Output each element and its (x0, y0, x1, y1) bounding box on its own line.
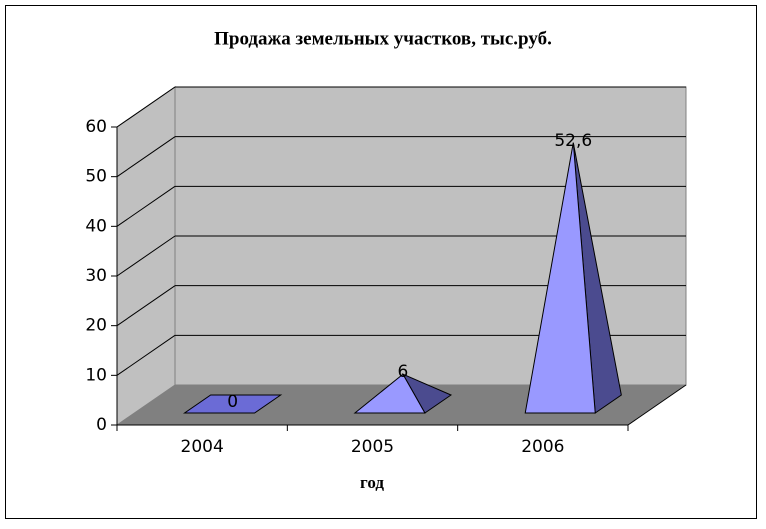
value-label: 6 (398, 362, 409, 382)
grid-line (116, 86, 176, 128)
grid-line (116, 185, 176, 227)
pyramid-base (182, 394, 283, 414)
x-tick-label: 2005 (351, 437, 394, 457)
y-tick-label: 30 (85, 266, 107, 286)
y-tick-label: 40 (85, 216, 107, 236)
value-label: 0 (227, 392, 238, 412)
pyramid (353, 373, 453, 414)
y-tick-label: 60 (85, 117, 107, 137)
y-tick-label: 10 (85, 365, 107, 385)
x-tick-label: 2006 (521, 437, 564, 457)
chart-title: Продажа земельных участков, тыс.руб. (214, 28, 552, 49)
pyramid-front (524, 142, 596, 414)
grid-line (116, 136, 176, 178)
y-tick-label: 50 (85, 167, 107, 187)
floor-edge (627, 384, 687, 426)
y-tick-label: 20 (85, 316, 107, 336)
pyramid (182, 394, 283, 414)
value-label: 52,6 (554, 131, 592, 151)
grid-line (116, 235, 176, 277)
grid-line (116, 285, 176, 327)
x-axis-label: год (360, 473, 384, 492)
y-tick-label: 0 (96, 415, 107, 435)
x-tick-label: 2004 (181, 437, 224, 457)
pyramid-front (353, 373, 426, 414)
grid-line (116, 334, 176, 376)
pyramid (524, 142, 622, 414)
